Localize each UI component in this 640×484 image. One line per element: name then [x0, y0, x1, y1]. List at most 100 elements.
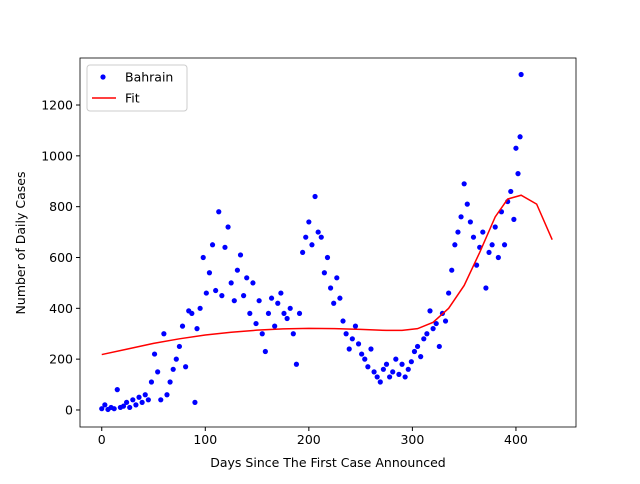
data-point — [284, 315, 290, 322]
data-point — [383, 361, 390, 367]
data-point — [272, 323, 278, 329]
x-tick-label: 100 — [193, 432, 217, 447]
data-point — [176, 343, 183, 350]
data-point — [470, 234, 477, 240]
data-point — [359, 351, 365, 357]
data-point — [228, 280, 234, 286]
data-point — [349, 336, 355, 342]
data-point — [371, 369, 377, 375]
data-point — [130, 397, 136, 403]
legend-label: Fit — [125, 91, 140, 106]
data-point — [390, 369, 396, 375]
x-axis-label: Days Since The First Case Announced — [210, 455, 446, 470]
data-point — [486, 249, 492, 256]
data-point — [237, 252, 244, 258]
data-point — [340, 318, 346, 324]
y-tick-label: 400 — [49, 301, 73, 316]
data-point — [346, 346, 352, 352]
data-point — [324, 254, 331, 261]
data-point — [327, 285, 334, 291]
data-point — [209, 242, 216, 248]
data-point — [436, 343, 442, 350]
data-point — [318, 234, 324, 240]
data-point — [234, 267, 240, 273]
y-tick-label: 0 — [65, 402, 73, 417]
data-point — [151, 351, 158, 357]
data-point — [399, 361, 405, 367]
data-point — [430, 326, 436, 332]
y-tick-label: 200 — [49, 352, 73, 367]
data-point — [206, 270, 213, 276]
data-point — [275, 300, 281, 306]
data-point — [167, 379, 173, 385]
data-point — [133, 402, 139, 408]
data-point — [303, 234, 309, 240]
data-point — [300, 249, 306, 256]
data-point — [142, 392, 148, 398]
data-point — [127, 404, 133, 411]
data-point — [296, 310, 303, 317]
data-point — [355, 341, 362, 347]
data-point — [352, 323, 359, 329]
data-point — [293, 361, 300, 367]
data-point — [515, 171, 521, 177]
data-point — [123, 399, 130, 405]
data-point — [145, 397, 151, 403]
data-point — [219, 293, 225, 299]
data-point — [427, 308, 433, 314]
data-point — [464, 201, 470, 207]
legend-marker — [100, 74, 106, 80]
data-point — [278, 290, 284, 296]
data-point — [513, 145, 519, 151]
data-point — [433, 320, 439, 327]
data-point — [309, 242, 315, 248]
data-point — [158, 397, 164, 403]
data-point — [222, 244, 228, 250]
data-point — [136, 394, 142, 400]
y-tick-label: 1200 — [41, 98, 73, 113]
data-point — [483, 285, 489, 291]
data-point — [501, 242, 508, 248]
data-point — [458, 214, 464, 220]
data-point — [179, 323, 186, 329]
data-point — [321, 270, 327, 276]
data-point — [183, 364, 189, 370]
data-point — [161, 331, 167, 337]
data-point — [511, 216, 517, 222]
data-point — [259, 331, 265, 337]
data-point — [312, 193, 318, 200]
data-point — [343, 331, 349, 337]
data-point — [442, 318, 449, 324]
y-tick-label: 1000 — [41, 148, 73, 163]
data-point — [250, 280, 256, 286]
data-point — [518, 71, 524, 78]
data-point — [365, 364, 371, 370]
data-point — [155, 369, 161, 375]
data-point — [287, 305, 293, 311]
data-point — [170, 366, 176, 372]
data-point — [411, 348, 418, 355]
data-point — [368, 346, 374, 352]
data-point — [139, 399, 145, 405]
data-point — [114, 387, 120, 393]
data-point — [281, 310, 287, 317]
data-point — [387, 374, 393, 380]
x-tick-label: 200 — [297, 432, 321, 447]
data-point — [517, 134, 523, 140]
data-point — [244, 275, 250, 281]
data-point — [421, 336, 427, 342]
data-point — [256, 298, 262, 304]
y-axis-label: Number of Daily Cases — [13, 172, 28, 315]
data-point — [377, 379, 383, 385]
data-point — [393, 356, 399, 362]
data-point — [253, 320, 259, 327]
data-point — [192, 399, 198, 405]
data-point — [374, 374, 380, 380]
data-point — [203, 290, 209, 296]
legend-label: Bahrain — [125, 70, 173, 85]
data-point — [268, 295, 275, 301]
data-point — [508, 188, 514, 195]
data-point — [455, 229, 461, 235]
data-point — [241, 293, 247, 299]
data-point — [467, 219, 473, 225]
